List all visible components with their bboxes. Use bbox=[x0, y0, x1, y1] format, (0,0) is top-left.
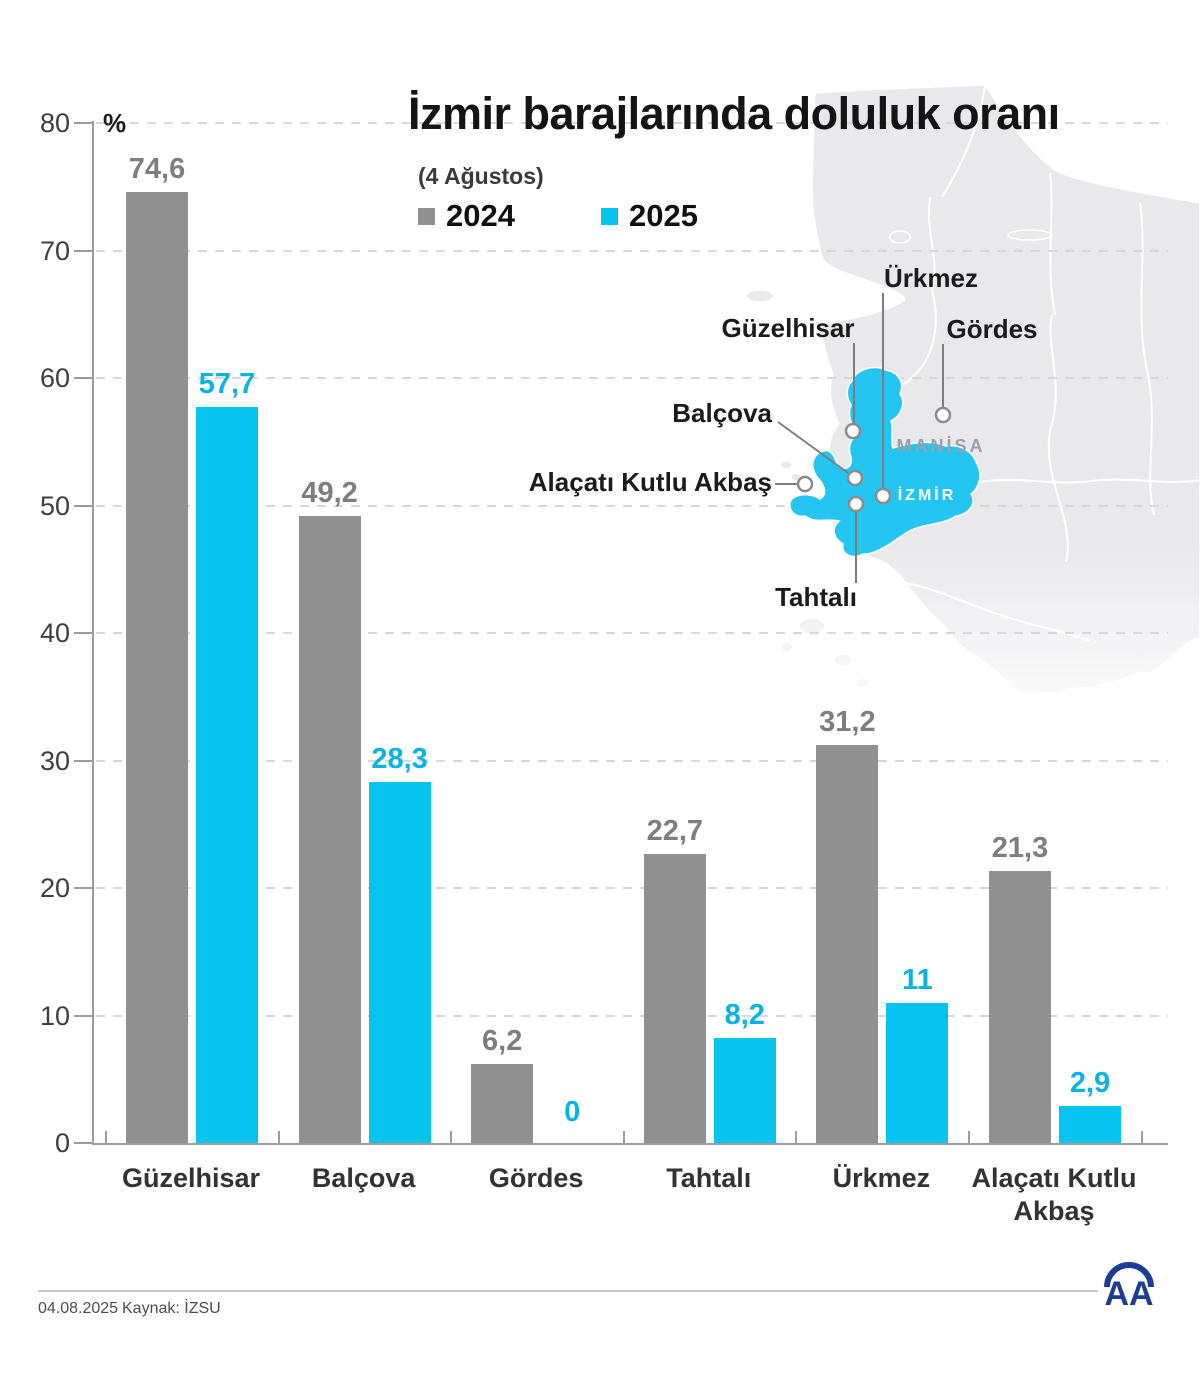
gridline-50 bbox=[96, 504, 1168, 507]
bar-2024-2 bbox=[298, 515, 361, 1143]
x-tick-4 bbox=[795, 1131, 798, 1143]
y-tick-10 bbox=[74, 1014, 92, 1017]
value-label-2024-6: 21,3 bbox=[991, 832, 1049, 865]
category-label-6: Alaçatı Kutlu Akbaş bbox=[971, 1163, 1137, 1226]
y-tick-80 bbox=[74, 122, 92, 124]
y-tick-label-10: 10 bbox=[39, 1000, 70, 1031]
map-leader-lines bbox=[775, 293, 944, 583]
value-label-2025-5: 11 bbox=[902, 963, 933, 996]
legend-label-2024: 2024 bbox=[446, 198, 515, 233]
anadolu-agency-logo: AA bbox=[1104, 1262, 1154, 1313]
bar-2024-5 bbox=[816, 745, 879, 1143]
category-label-2: Balçova bbox=[311, 1163, 416, 1193]
chart-legend: 2024 2025 bbox=[418, 198, 698, 234]
map-dam-markers bbox=[796, 406, 952, 513]
y-tick-30 bbox=[74, 759, 92, 762]
legend-item-2025: 2025 bbox=[600, 198, 698, 234]
map-dam-label-1: Ürkmez bbox=[884, 263, 978, 293]
y-tick-label-50: 50 bbox=[39, 490, 70, 521]
bar-2025-2 bbox=[368, 782, 431, 1143]
y-tick-60 bbox=[74, 377, 92, 379]
map-izmir-province-layer bbox=[775, 293, 981, 583]
x-tick-3 bbox=[622, 1131, 625, 1143]
legend-swatch-2024 bbox=[418, 207, 435, 225]
bar-2025-1 bbox=[196, 407, 258, 1143]
category-label-4: Tahtalı bbox=[666, 1163, 752, 1193]
y-tick-20 bbox=[74, 887, 92, 889]
y-tick-label-70: 70 bbox=[39, 235, 70, 266]
y-axis-line bbox=[92, 121, 94, 1145]
value-label-2024-2: 49,2 bbox=[301, 476, 358, 509]
value-label-2025-2: 28,3 bbox=[371, 743, 428, 776]
value-label-2024-4: 22,7 bbox=[646, 814, 704, 847]
bar-2024-3 bbox=[471, 1063, 534, 1143]
value-label-2024-3: 6,2 bbox=[482, 1024, 523, 1057]
map-dam-label-5: Alaçatı Kutlu Akbaş bbox=[528, 467, 772, 497]
aa-logo-letters: AA bbox=[1104, 1275, 1153, 1313]
y-tick-label-40: 40 bbox=[39, 618, 70, 648]
value-label-2025-4: 8,2 bbox=[724, 999, 765, 1032]
gridline-70 bbox=[96, 249, 1168, 252]
bar-2024-1 bbox=[126, 191, 188, 1143]
map-izmir-province-shape bbox=[789, 366, 981, 558]
map-dam-label-2: Güzelhisar bbox=[721, 313, 855, 343]
value-label-2025-6: 2,9 bbox=[1069, 1067, 1111, 1100]
x-axis-line bbox=[92, 1143, 1168, 1145]
y-axis-unit-percent: % bbox=[103, 108, 127, 138]
map-dam-label-3: Gördes bbox=[946, 314, 1038, 344]
y-tick-label-0: 0 bbox=[54, 1128, 70, 1158]
map-dam-label-4: Balçova bbox=[672, 398, 772, 428]
y-tick-0 bbox=[74, 1142, 92, 1144]
bar-2025-5 bbox=[886, 1002, 949, 1143]
value-label-2024-1: 74,6 bbox=[128, 152, 186, 185]
legend-label-2025: 2025 bbox=[628, 198, 698, 233]
gridline-20 bbox=[96, 887, 1168, 889]
footer-date: 04.08.2025 bbox=[38, 1300, 119, 1317]
gridline-60 bbox=[96, 377, 1168, 379]
bar-2024-4 bbox=[643, 853, 706, 1143]
bar-2025-4 bbox=[713, 1038, 776, 1143]
y-tick-70 bbox=[74, 249, 92, 252]
value-label-2025-3: 0 bbox=[564, 1096, 581, 1128]
y-tick-40 bbox=[74, 632, 92, 634]
x-tick-6 bbox=[1140, 1131, 1143, 1143]
footer-source: Kaynak: İZSU bbox=[122, 1300, 221, 1317]
gridline-40 bbox=[96, 632, 1168, 634]
bar-2024-6 bbox=[989, 871, 1051, 1143]
page-title: İzmir barajlarında doluluk oranı bbox=[408, 88, 1060, 139]
x-tick-2 bbox=[450, 1131, 453, 1143]
gridline-10 bbox=[96, 1014, 1168, 1017]
map-dam-label-6: Tahtalı bbox=[775, 582, 857, 612]
value-label-2024-5: 31,2 bbox=[819, 706, 876, 739]
gridline-80 bbox=[96, 122, 1168, 124]
y-tick-label-80: 80 bbox=[39, 108, 70, 138]
category-label-1: Güzelhisar bbox=[121, 1163, 261, 1193]
legend-item-2024: 2024 bbox=[418, 198, 515, 234]
category-label-5: Ürkmez bbox=[832, 1163, 931, 1193]
category-label-3: Gördes bbox=[488, 1163, 584, 1193]
legend-swatch-2025 bbox=[600, 207, 618, 225]
map-region-landmass bbox=[600, 85, 1200, 715]
bar-2025-6 bbox=[1059, 1106, 1121, 1143]
y-tick-label-30: 30 bbox=[39, 745, 70, 776]
footer-divider-line bbox=[38, 1290, 1098, 1292]
y-tick-label-20: 20 bbox=[39, 873, 70, 903]
y-tick-label-60: 60 bbox=[39, 363, 70, 393]
gridline-30 bbox=[96, 759, 1168, 762]
x-tick-1 bbox=[277, 1131, 280, 1143]
map-city-label-manisa: MANİSA bbox=[896, 436, 986, 456]
map-city-label-izmir: İZMİR bbox=[897, 487, 957, 504]
x-tick-5 bbox=[968, 1131, 970, 1143]
value-label-2025-1: 57,7 bbox=[198, 368, 256, 401]
chart-subtitle-date: (4 Ağustos) bbox=[418, 163, 544, 189]
x-tick-0 bbox=[105, 1131, 107, 1143]
y-tick-50 bbox=[74, 504, 92, 507]
